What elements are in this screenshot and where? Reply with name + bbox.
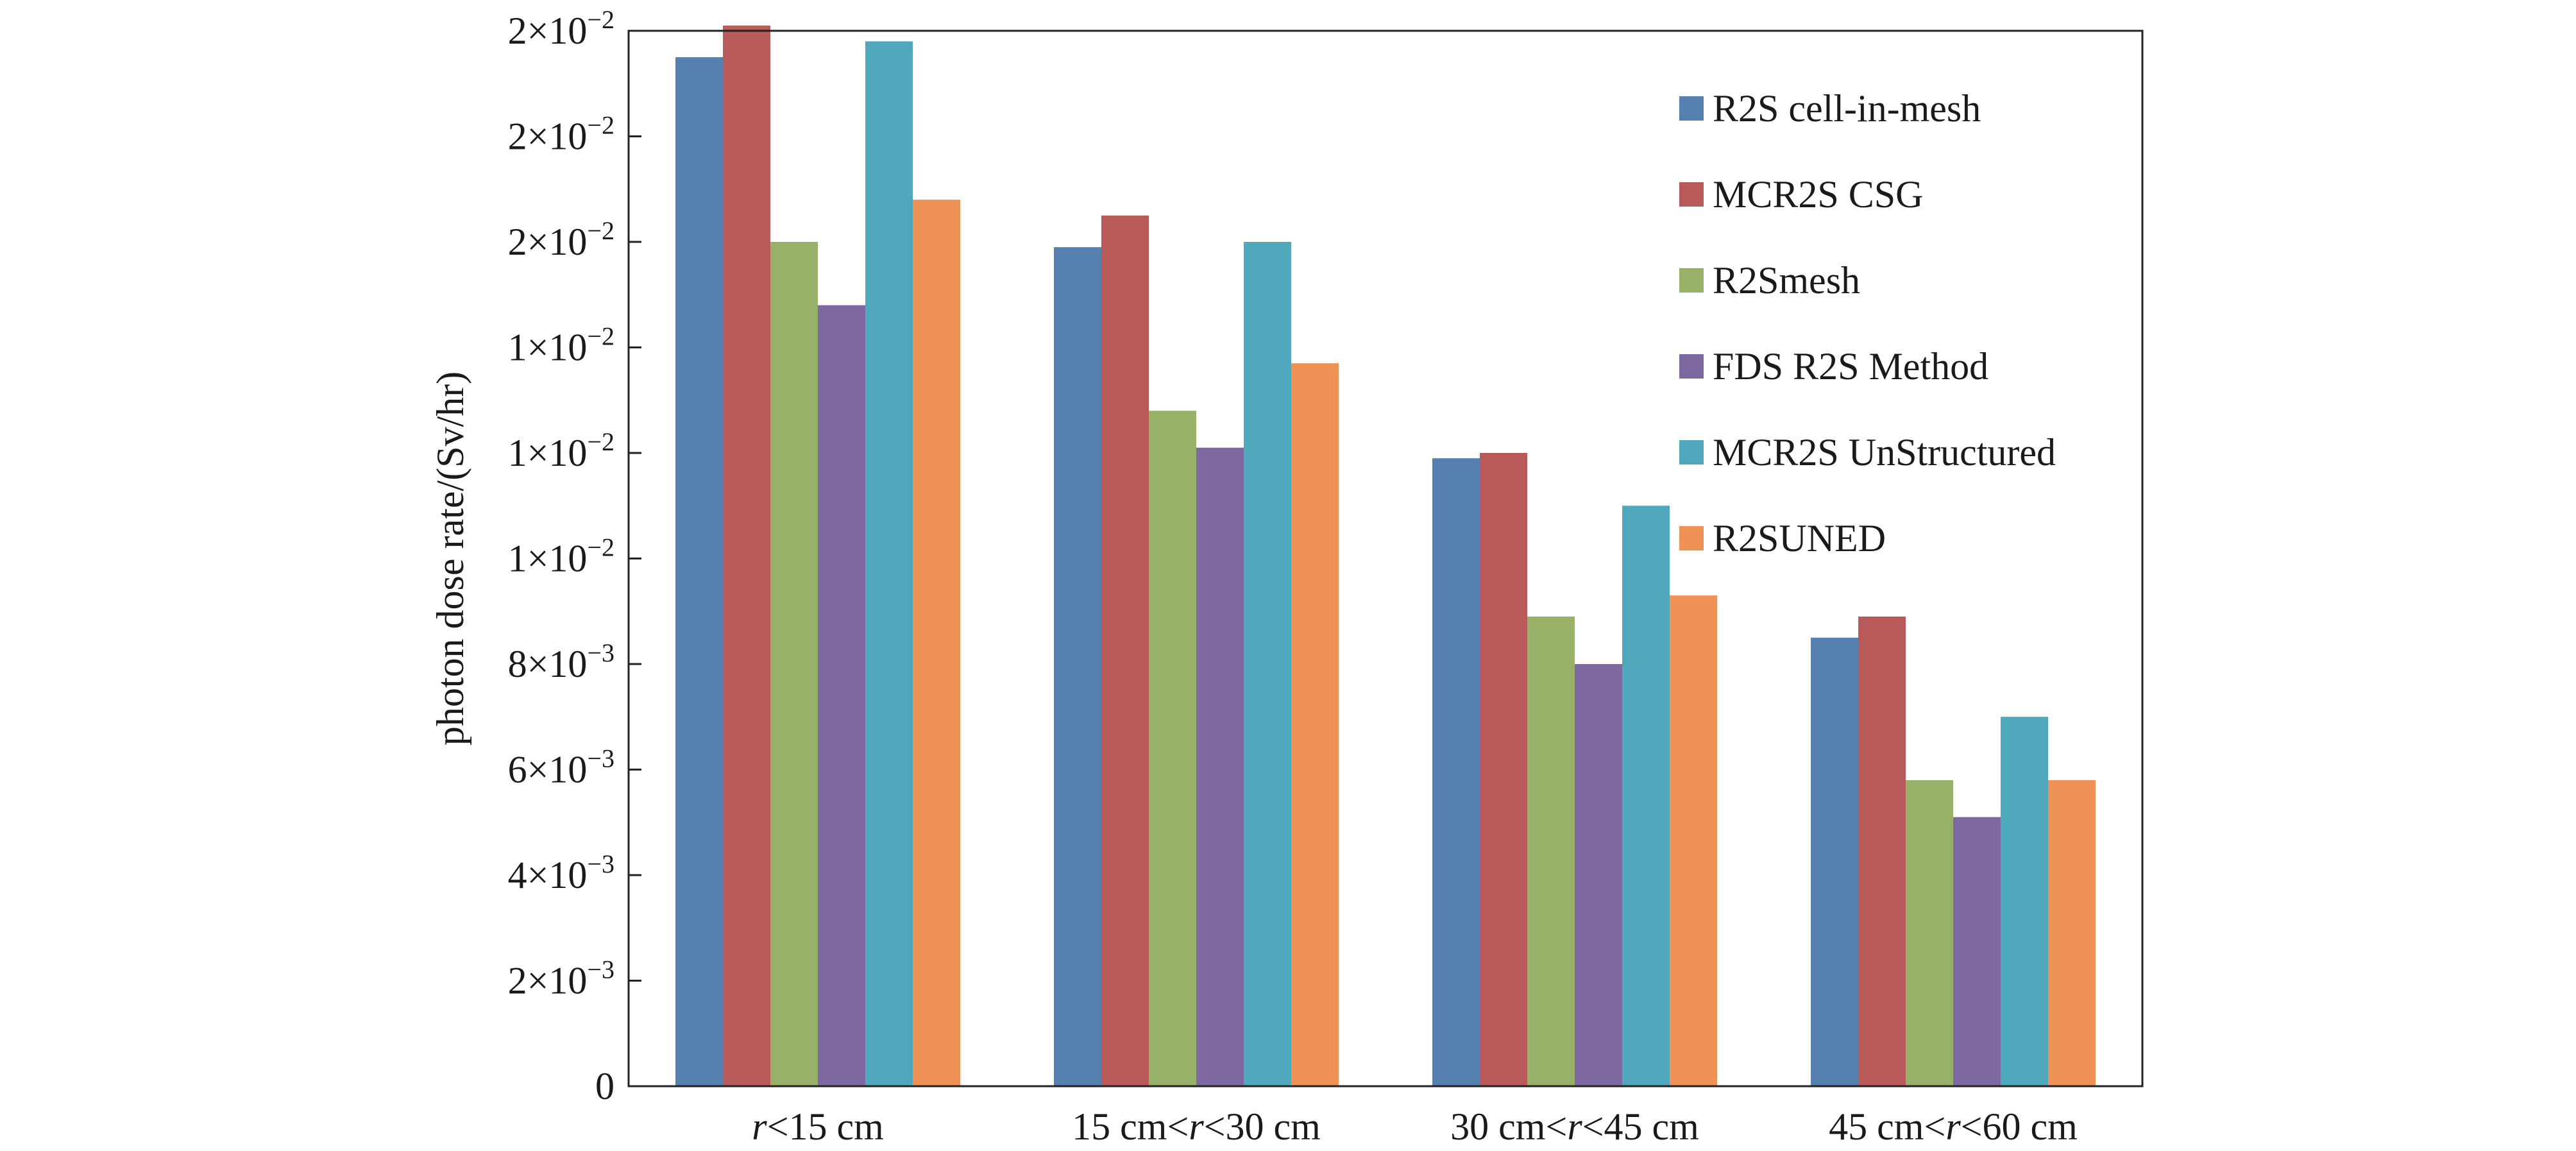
bar-5-2 [1670, 595, 1717, 1086]
bar-3-2 [1575, 664, 1622, 1086]
bar-1-3 [1858, 616, 1906, 1086]
legend-label-2: R2Smesh [1713, 259, 1860, 302]
bar-3-1 [1196, 447, 1244, 1086]
bar-4-0 [865, 41, 913, 1087]
bar-2-3 [1906, 780, 1953, 1086]
legend-label-3: FDS R2S Method [1713, 345, 1988, 388]
bar-4-1 [1244, 242, 1291, 1086]
x-category-label-1: 15 cm<r<30 cm [1072, 1105, 1321, 1148]
x-category-label-2: 30 cm<r<45 cm [1450, 1105, 1699, 1148]
x-categories-layer: r<15 cm 15 cm<r<30 cm 30 cm<r<45 cm 45 cm<r… [752, 1105, 2078, 1148]
bar-0-3 [1811, 637, 1858, 1086]
x-category-label-3: 45 cm<r<60 cm [1829, 1105, 2078, 1148]
y-tick-label-10: 2×10−2 [508, 5, 614, 52]
bar-0-2 [1432, 458, 1480, 1086]
bar-5-0 [913, 200, 960, 1087]
legend-label-4: MCR2S UnStructured [1713, 431, 2056, 473]
bar-5-1 [1291, 363, 1339, 1086]
y-ticks-layer: 0 2×10−3 4×10−3 6×10−3 8×10−3 1×10−2 1×10−2 1×1… [508, 5, 641, 1107]
legend-label-5: R2SUNED [1713, 517, 1886, 559]
y-tick-label-1: 2×10−3 [508, 955, 614, 1002]
legend-swatch-1 [1679, 182, 1704, 207]
bar-4-2 [1622, 506, 1670, 1086]
legend-swatch-3 [1679, 354, 1704, 379]
bar-2-0 [770, 242, 818, 1086]
legend-label-0: R2S cell-in-mesh [1713, 87, 1981, 130]
legend-swatch-0 [1679, 96, 1704, 121]
legend-swatch-5 [1679, 526, 1704, 550]
y-tick-label-9: 2×10−2 [508, 111, 614, 158]
y-tick-label-6: 1×10−2 [508, 427, 614, 474]
y-tick-label-5: 1×10−2 [508, 533, 614, 580]
bar-0-0 [675, 57, 723, 1086]
y-tick-label-3: 6×10−3 [508, 744, 614, 791]
bar-3-0 [818, 305, 865, 1087]
y-tick-label-2: 4×10−3 [508, 849, 614, 896]
bar-5-3 [2048, 780, 2096, 1086]
bars-layer [675, 25, 2096, 1087]
bar-0-1 [1054, 247, 1101, 1087]
legend-label-1: MCR2S CSG [1713, 173, 1923, 216]
y-tick-label-0: 0 [595, 1065, 614, 1107]
bar-1-1 [1101, 215, 1149, 1086]
bar-2-2 [1527, 616, 1575, 1086]
bar-4-3 [2001, 717, 2048, 1086]
bar-2-1 [1149, 411, 1196, 1087]
y-tick-label-8: 2×10−2 [508, 216, 614, 263]
bar-1-2 [1480, 453, 1527, 1086]
y-axis-label: photon dose rate/(Sv/hr) [429, 371, 471, 746]
legend-swatch-4 [1679, 440, 1704, 465]
x-category-label-0: r<15 cm [752, 1105, 884, 1148]
bar-3-3 [1953, 817, 2001, 1086]
legend-swatch-2 [1679, 268, 1704, 293]
bar-1-0 [723, 25, 770, 1086]
legend: R2S cell-in-mesh MCR2S CSG R2Smesh FDS R2S … [1679, 87, 2056, 559]
y-tick-label-4: 8×10−3 [508, 638, 614, 685]
y-tick-label-7: 1×10−2 [508, 322, 614, 369]
